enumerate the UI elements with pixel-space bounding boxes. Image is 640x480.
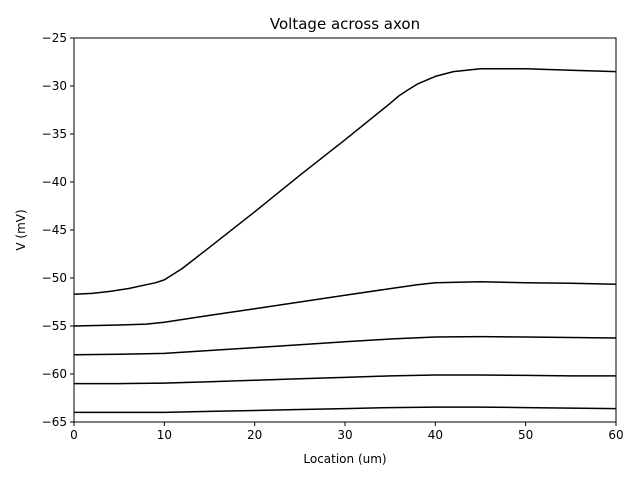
series-line-1 <box>73 67 617 296</box>
chart-title: Voltage across axon <box>270 15 420 33</box>
y-tick-label: −45 <box>42 223 67 237</box>
y-axis: −65 −60 −55 −50 −45 −40 −35 −30 −25 <box>42 31 74 429</box>
x-tick-label: 0 <box>70 428 78 442</box>
y-tick-label: −50 <box>42 271 67 285</box>
y-tick-label: −35 <box>42 127 67 141</box>
series-line-5 <box>74 406 617 414</box>
y-tick-label: −25 <box>42 31 67 45</box>
x-tick-label: 40 <box>428 428 443 442</box>
y-tick-label: −60 <box>42 367 67 381</box>
plot-frame <box>73 37 617 423</box>
series-line-2 <box>73 281 617 327</box>
series-line-4 <box>74 374 616 385</box>
y-tick-label: −40 <box>42 175 67 189</box>
x-tick-label: 10 <box>157 428 172 442</box>
y-tick-label: −30 <box>42 79 67 93</box>
x-axis: 0 10 20 30 40 50 60 <box>70 422 624 442</box>
series-line-3 <box>73 335 617 356</box>
x-tick-label: 20 <box>247 428 262 442</box>
x-tick-label: 30 <box>337 428 352 442</box>
x-tick-label: 50 <box>518 428 533 442</box>
x-axis-label: Location (um) <box>303 452 386 466</box>
y-tick-label: −65 <box>42 415 67 429</box>
y-axis-label: V (mV) <box>14 209 28 250</box>
x-tick-label: 60 <box>608 428 623 442</box>
series-layer <box>73 67 617 414</box>
y-tick-label: −55 <box>42 319 67 333</box>
